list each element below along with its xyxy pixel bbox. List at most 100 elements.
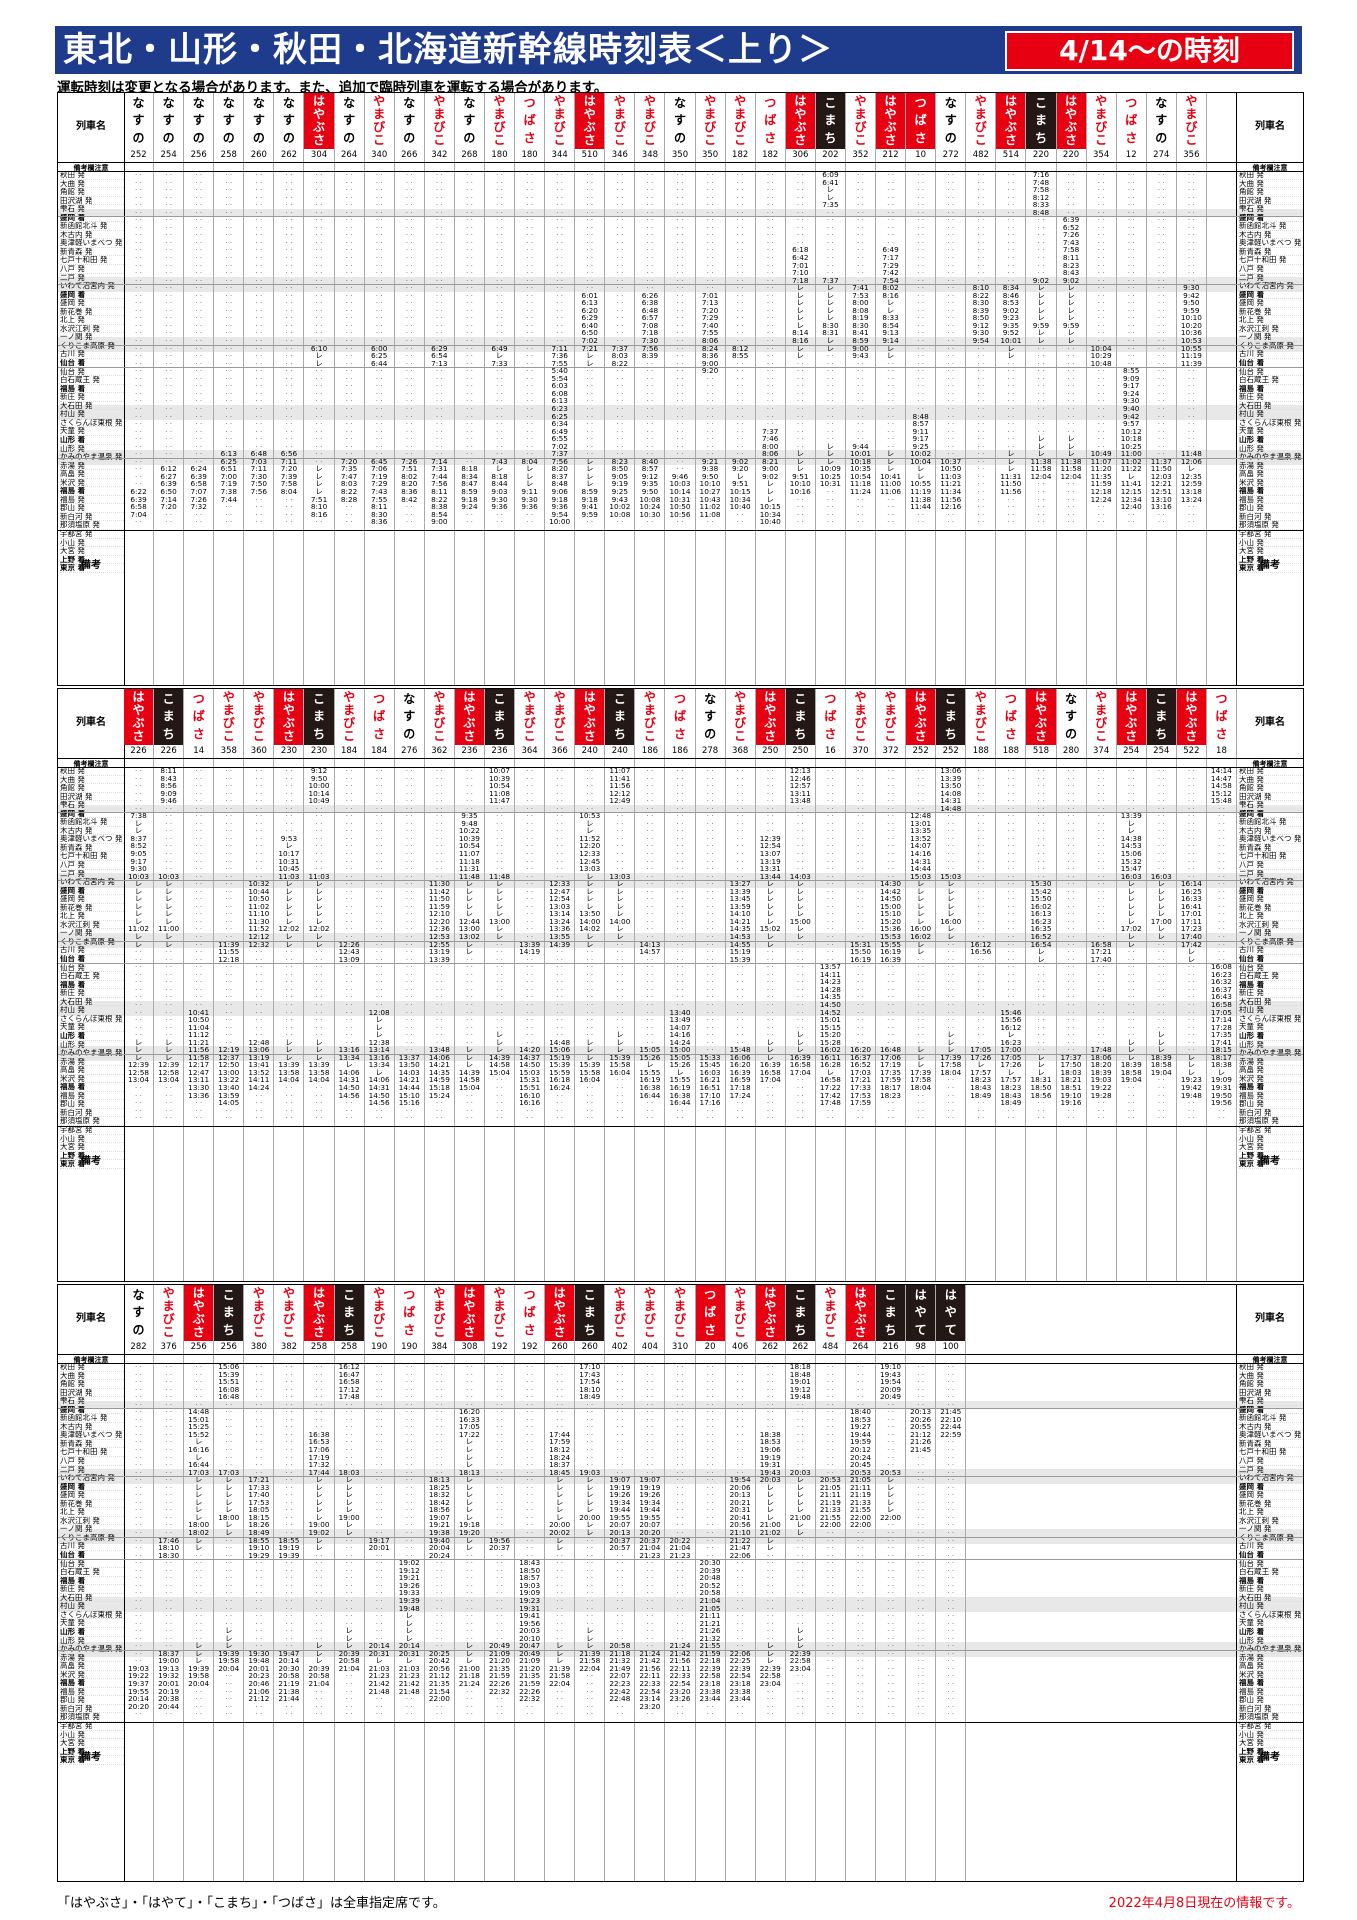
time-cell: · · (977, 185, 985, 195)
train-number: 186 (671, 746, 689, 756)
time-cell: · · (405, 796, 413, 806)
time-cell: · · (646, 909, 654, 919)
time-cell: 17:58 (940, 1060, 962, 1070)
time-cell: · · (255, 494, 263, 504)
time-cell: · · (225, 373, 233, 383)
time-cell: · · (736, 992, 744, 1002)
time-cell: · · (465, 426, 473, 436)
time-cell: · · (345, 1022, 353, 1032)
time-cell: · · (676, 1105, 684, 1115)
time-cell: · · (826, 954, 834, 964)
time-cell: · · (526, 1535, 534, 1545)
time-cell: · · (315, 1399, 323, 1409)
time-cell: · · (556, 999, 564, 1009)
time-cell: · · (526, 1377, 534, 1387)
train-column: やまびこ 340 · · · · · · · · · · · · · · · · · · · · · ·… (365, 93, 395, 685)
train-column: はやぶさ 258 · · · · · · · · · · · · · · · · · · 16:38 1… (304, 1285, 335, 1881)
time-cell: · · (1097, 275, 1105, 285)
time-cell: · · (1067, 426, 1075, 436)
time-cell: · · (405, 411, 413, 421)
time-cell: 15:05 (639, 1045, 661, 1055)
time-cell: · · (405, 298, 413, 308)
time-cell: 16:58 (1210, 999, 1232, 1009)
time-cell: · · (526, 1022, 534, 1032)
station-name: 福島 発 (60, 1092, 124, 1101)
time-cell: · · (405, 1467, 413, 1477)
time-cell: · · (646, 901, 654, 911)
time-cell: 11:07 (458, 849, 480, 859)
time-cell: · · (315, 1414, 323, 1424)
station-name: 北上 発 (60, 316, 124, 325)
time-cell: · · (496, 811, 503, 821)
time-cell: 12:08 (368, 1007, 390, 1017)
time-cell: · · (1007, 396, 1015, 406)
time-cell: · · (255, 1022, 263, 1032)
train-name: なすの (192, 96, 205, 145)
time-cell: · · (405, 177, 413, 187)
time-cell: · · (165, 833, 173, 843)
time-cell: · · (796, 833, 804, 843)
time-cell: · · (736, 396, 744, 406)
time-cell: · · (255, 275, 263, 285)
time-cell: · · (676, 1482, 684, 1492)
train-times: · · · · · · · · · · · · · · · · · · · · · · · · · · ·… (1147, 767, 1176, 1122)
train-number: 220 (1032, 150, 1050, 160)
time-cell: · · (375, 313, 383, 323)
time-cell: · · (285, 192, 293, 202)
time-cell: · · (676, 351, 684, 361)
time-cell: · · (736, 290, 744, 300)
time-cell: · · (1187, 1030, 1195, 1040)
time-cell: · · (706, 253, 714, 263)
time-cell: · · (947, 200, 955, 210)
time-cell: · · (1217, 864, 1225, 874)
time-cell: · · (1187, 1045, 1195, 1055)
time-cell: · · (345, 833, 353, 843)
time-cell: 9:35 (1002, 320, 1020, 330)
time-cell: 9:12 (641, 471, 659, 481)
time-cell: レ (225, 1490, 233, 1500)
time-cell: 15:18 (428, 1082, 450, 1092)
time-cell: · · (285, 947, 293, 957)
time-cell: 20:02 (549, 1528, 571, 1538)
train-times: · · · · · · · · · · · · · · · · · · · · · · · · · · ·… (665, 1363, 694, 1718)
station-name: 大宮 発 (1239, 547, 1303, 556)
time-cell: · · (1037, 486, 1045, 496)
time-cell: · · (1127, 977, 1135, 987)
time-cell: · · (315, 290, 323, 300)
train-number: 220 (1062, 150, 1080, 160)
time-cell: レ (465, 1475, 474, 1485)
time-cell: · · (1157, 275, 1165, 285)
time-cell: · · (405, 1407, 413, 1417)
time-cell: レ (947, 924, 955, 934)
time-cell: · · (345, 909, 353, 919)
time-cell: · · (375, 419, 383, 429)
time-cell: · · (165, 1618, 173, 1628)
time-cell: · · (465, 1611, 473, 1621)
station-name: 古川 発 (1239, 1542, 1303, 1552)
train-name: なすの (162, 96, 175, 145)
time-cell: · · (526, 366, 534, 376)
time-cell: · · (556, 871, 564, 881)
time-cell: · · (345, 826, 353, 836)
station-column-right: 列車名 備考欄注意 秋田 発大曲 発角館 発田沢湖 発雫石 発盛岡 着新函館北斗 発… (1236, 689, 1303, 1281)
time-cell: · · (255, 856, 263, 866)
time-cell: · · (1187, 237, 1195, 247)
train-column: なすの 268 · · · · · · · · · · · · · · · · · · · · · · ·… (455, 93, 485, 685)
time-cell: 9:09 (160, 788, 177, 798)
time-cell: · · (225, 283, 233, 293)
time-cell: · · (285, 517, 293, 526)
station-name: 山形 着 (1239, 1628, 1303, 1637)
time-cell: · · (856, 388, 864, 398)
time-cell: · · (526, 313, 534, 323)
station-name: くりこま高原 発 (60, 1534, 124, 1543)
train-column: やまびこ 186 · · · · · · · · · · · · · · · · · · · · · ·… (635, 689, 666, 1281)
time-cell: 12:47 (549, 886, 571, 896)
time-cell: 10:41 (880, 471, 902, 481)
time-cell: 19:03 (1090, 1075, 1112, 1085)
time-cell: 8:14 (792, 328, 809, 338)
time-cell: · · (706, 826, 714, 836)
time-cell: · · (1067, 992, 1075, 1002)
time-cell: · · (315, 396, 323, 406)
time-cell: · · (1097, 434, 1105, 444)
time-cell: · · (1097, 388, 1105, 398)
